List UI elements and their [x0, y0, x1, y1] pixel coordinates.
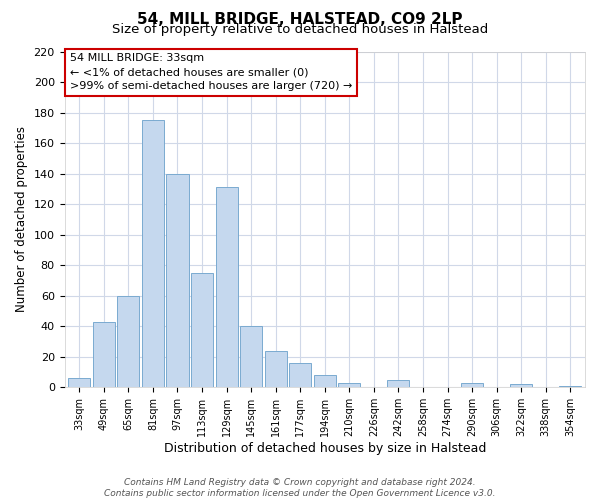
Bar — [461, 383, 483, 388]
Bar — [338, 383, 361, 388]
Bar — [314, 375, 336, 388]
Text: 54, MILL BRIDGE, HALSTEAD, CO9 2LP: 54, MILL BRIDGE, HALSTEAD, CO9 2LP — [137, 12, 463, 28]
Text: Contains HM Land Registry data © Crown copyright and database right 2024.
Contai: Contains HM Land Registry data © Crown c… — [104, 478, 496, 498]
Text: 54 MILL BRIDGE: 33sqm
← <1% of detached houses are smaller (0)
>99% of semi-deta: 54 MILL BRIDGE: 33sqm ← <1% of detached … — [70, 53, 352, 91]
Bar — [388, 380, 409, 388]
Bar — [265, 350, 287, 388]
Text: Size of property relative to detached houses in Halstead: Size of property relative to detached ho… — [112, 22, 488, 36]
Bar — [142, 120, 164, 388]
Y-axis label: Number of detached properties: Number of detached properties — [15, 126, 28, 312]
X-axis label: Distribution of detached houses by size in Halstead: Distribution of detached houses by size … — [164, 442, 486, 455]
Bar — [191, 273, 213, 388]
Bar — [289, 363, 311, 388]
Bar — [240, 326, 262, 388]
Bar — [68, 378, 91, 388]
Bar — [215, 188, 238, 388]
Bar — [166, 174, 188, 388]
Bar — [510, 384, 532, 388]
Bar — [93, 322, 115, 388]
Bar — [118, 296, 139, 388]
Bar — [559, 386, 581, 388]
